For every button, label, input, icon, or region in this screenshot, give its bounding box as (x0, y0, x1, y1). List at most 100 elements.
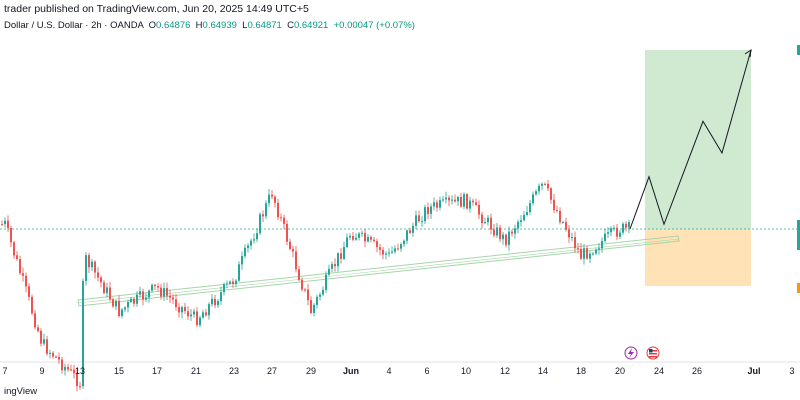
symbol-title[interactable]: Dollar / U.S. Dollar · 2h · OANDA (4, 20, 144, 31)
candle-body (208, 304, 210, 316)
candle-body (334, 264, 336, 267)
candle-body (106, 287, 108, 294)
x-tick-label: 6 (424, 366, 429, 376)
support-channel (77, 235, 680, 307)
candle-body (550, 188, 552, 200)
candle-body (109, 287, 111, 300)
open-label: O (148, 20, 157, 31)
candle-body (280, 217, 282, 219)
candle-body (511, 231, 513, 234)
candle-body (367, 237, 369, 242)
candle-body (25, 275, 27, 287)
candle-body (604, 233, 606, 242)
candle-body (580, 248, 582, 259)
candle-body (451, 199, 453, 201)
x-tick-label: 26 (692, 366, 702, 376)
stop-zone (645, 229, 751, 287)
candle-body (418, 215, 420, 222)
candle-body (358, 233, 360, 238)
candle-body (130, 298, 132, 302)
candle-body (238, 264, 240, 281)
us-flag-event-icon (646, 346, 660, 360)
candle-body (514, 228, 516, 234)
candle-body (490, 217, 492, 230)
candle-body (400, 244, 402, 249)
x-tick-label: 17 (152, 366, 162, 376)
candle-body (22, 273, 24, 276)
candle-body (112, 299, 114, 307)
candle-body (448, 197, 450, 201)
candle-body (445, 197, 447, 200)
candle-body (145, 297, 147, 300)
candle-body (148, 290, 150, 298)
candle-body (409, 230, 411, 233)
candle-body (124, 307, 126, 310)
x-tick-label: 4 (386, 366, 391, 376)
candle-body (619, 232, 621, 237)
projection-arrow-path (629, 49, 752, 230)
candle-body (244, 247, 246, 257)
candle-body (610, 228, 612, 233)
candle-body (166, 287, 168, 296)
candle-body (235, 280, 237, 285)
candle-body (37, 327, 39, 331)
support-channel-mid (77, 238, 680, 304)
candle-body (565, 221, 567, 230)
candle-body (172, 297, 174, 300)
candle-body (241, 256, 243, 265)
x-tick-label: Jul (747, 366, 760, 376)
x-tick-label: 9 (39, 366, 44, 376)
candle-body (493, 229, 495, 236)
candle-body (592, 253, 594, 255)
candle-body (97, 272, 99, 278)
symbol-legend[interactable]: Dollar / U.S. Dollar · 2h · OANDA O 0.648… (4, 20, 415, 31)
x-tick-label: 12 (500, 366, 510, 376)
candle-body (487, 217, 489, 223)
candle-body (115, 300, 117, 307)
candle-body (91, 261, 93, 268)
candle-body (295, 251, 297, 270)
candle-body (31, 296, 33, 314)
x-tick-label: 13 (75, 366, 85, 376)
candle-body (16, 255, 18, 260)
x-tick-label: 23 (229, 366, 239, 376)
price-scale-marker (797, 283, 800, 293)
candle-body (361, 232, 363, 234)
candle-body (187, 311, 189, 317)
candle-body (103, 282, 105, 294)
candle-body (226, 283, 228, 285)
candle-body (343, 247, 345, 259)
low-value: 0.64871 (247, 20, 282, 31)
candle-body (547, 183, 549, 189)
candle-body (82, 280, 84, 387)
candle-body (211, 298, 213, 305)
candle-body (154, 284, 156, 287)
candle-body (379, 247, 381, 250)
candle-body (55, 356, 57, 358)
x-tick-label: 10 (461, 366, 471, 376)
x-tick-label: 3 (789, 366, 794, 376)
x-tick-label: 7 (2, 366, 7, 376)
candle-body (85, 255, 87, 281)
candle-body (151, 284, 153, 291)
candle-body (589, 253, 591, 259)
candle-body (562, 221, 564, 223)
candle-body (457, 196, 459, 202)
candle-body (4, 220, 6, 225)
candle-body (376, 241, 378, 248)
candle-body (595, 249, 597, 254)
candle-body (196, 311, 198, 326)
candle-body (178, 307, 180, 313)
candle-body (544, 183, 546, 185)
candle-body (64, 366, 66, 371)
candle-body (118, 300, 120, 317)
candle-body (397, 248, 399, 250)
low-label: L (242, 20, 248, 31)
candle-body (34, 313, 36, 328)
candle-body (430, 206, 432, 214)
candle-body (43, 339, 45, 344)
candle-body (325, 274, 327, 290)
candle-body (574, 237, 576, 249)
candle-body (160, 287, 162, 297)
